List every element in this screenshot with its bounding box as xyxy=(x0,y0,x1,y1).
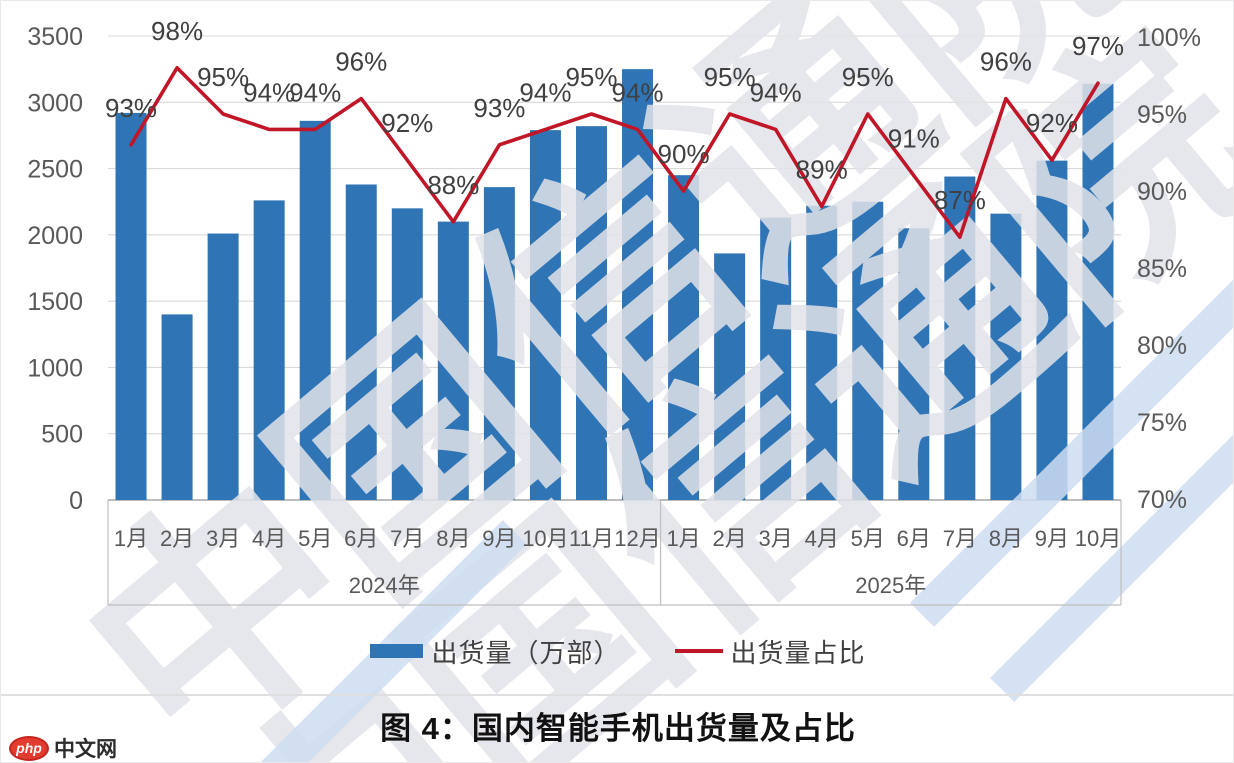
month-label: 12月 xyxy=(614,526,660,551)
left-axis-tick: 0 xyxy=(69,487,83,515)
data-label-92%: 92% xyxy=(381,108,433,138)
month-label: 9月 xyxy=(1035,526,1069,551)
legend-label-shipments: 出货量（万部） xyxy=(431,637,621,668)
month-label: 9月 xyxy=(482,526,516,551)
month-label: 8月 xyxy=(989,526,1023,551)
data-label-94%: 94% xyxy=(611,77,663,107)
month-label: 6月 xyxy=(897,526,931,551)
data-label-93%: 93% xyxy=(473,93,525,123)
left-axis-tick: 500 xyxy=(41,421,83,449)
left-axis-tick: 2500 xyxy=(27,156,83,184)
data-label-92%: 92% xyxy=(1026,108,1078,138)
bar-4月 xyxy=(253,200,285,501)
month-label: 1月 xyxy=(666,526,700,551)
legend-item-share: 出货量占比 xyxy=(674,633,866,670)
bar-1月 xyxy=(668,175,700,500)
data-label-97%: 97% xyxy=(1072,31,1124,61)
legend-item-shipments: 出货量（万部） xyxy=(370,633,620,670)
data-label-95%: 95% xyxy=(197,62,249,92)
left-axis-tick: 2000 xyxy=(27,222,83,250)
month-label: 3月 xyxy=(759,526,793,551)
month-label: 10月 xyxy=(1075,526,1121,551)
data-label-88%: 88% xyxy=(427,170,479,200)
right-axis-tick: 85% xyxy=(1137,255,1187,283)
right-axis-tick: 100% xyxy=(1137,24,1201,52)
bar-2月 xyxy=(714,253,746,500)
data-label-98%: 98% xyxy=(151,16,203,46)
month-label: 4月 xyxy=(805,526,839,551)
bar-6月 xyxy=(898,228,930,500)
watermark-stripe xyxy=(990,310,1233,702)
month-label: 5月 xyxy=(298,526,332,551)
data-label-87%: 87% xyxy=(934,185,986,215)
month-label: 3月 xyxy=(206,526,240,551)
right-axis-tick: 80% xyxy=(1137,332,1187,360)
data-label-95%: 95% xyxy=(842,62,894,92)
data-label-94%: 94% xyxy=(243,77,295,107)
bar-5月 xyxy=(299,120,331,501)
right-axis-tick: 95% xyxy=(1137,101,1187,129)
line-series-swatch-icon xyxy=(674,649,723,653)
data-label-91%: 91% xyxy=(888,124,940,154)
data-label-94%: 94% xyxy=(289,77,341,107)
watermark-stripe xyxy=(910,235,1233,627)
left-axis-tick: 1500 xyxy=(27,288,83,316)
month-label: 10月 xyxy=(522,526,568,551)
data-label-90%: 90% xyxy=(658,139,710,169)
data-label-96%: 96% xyxy=(335,47,387,77)
chart-legend: 出货量（万部） 出货量占比 xyxy=(1,633,1233,670)
month-label: 1月 xyxy=(114,526,148,551)
left-axis-tick: 3500 xyxy=(27,23,83,51)
bar-11月 xyxy=(575,126,607,501)
bar-3月 xyxy=(760,217,792,500)
month-label: 4月 xyxy=(252,526,286,551)
chart-title: 图 4：国内智能手机出货量及占比 xyxy=(380,711,856,746)
data-label-95%: 95% xyxy=(704,62,756,92)
year-label: 2024年 xyxy=(349,573,420,598)
bar-9月 xyxy=(1036,160,1068,501)
month-label: 6月 xyxy=(344,526,378,551)
bar-7月 xyxy=(391,208,423,501)
data-label-94%: 94% xyxy=(750,77,802,107)
left-axis-tick: 3000 xyxy=(27,89,83,117)
month-label: 7月 xyxy=(943,526,977,551)
title-divider xyxy=(1,694,1233,696)
month-label: 2月 xyxy=(712,526,746,551)
bar-5月 xyxy=(852,201,884,500)
legend-label-share: 出货量占比 xyxy=(730,637,866,668)
bar-4月 xyxy=(806,205,838,501)
month-label: 7月 xyxy=(390,526,424,551)
data-label-96%: 96% xyxy=(980,47,1032,77)
bar-1月 xyxy=(115,112,147,501)
php-logo-icon: php xyxy=(9,735,49,761)
site-logo-text: 中文网 xyxy=(54,738,117,761)
bar-3月 xyxy=(207,233,239,500)
site-logo: php 中文网 xyxy=(9,733,117,762)
right-axis-tick: 90% xyxy=(1137,178,1187,206)
bar-10月 xyxy=(529,130,561,500)
year-label: 2025年 xyxy=(855,573,926,598)
data-label-89%: 89% xyxy=(796,154,848,184)
bar-6月 xyxy=(345,184,377,501)
right-axis-tick: 70% xyxy=(1137,486,1187,514)
left-axis-tick: 1000 xyxy=(27,354,83,382)
bar-2月 xyxy=(161,314,193,500)
data-label-93%: 93% xyxy=(105,93,157,123)
bar-8月 xyxy=(990,213,1022,500)
share-line xyxy=(129,66,1100,239)
watermark-stripe xyxy=(135,520,527,762)
bar-9月 xyxy=(483,187,515,501)
month-label: 2月 xyxy=(160,526,194,551)
bar-8月 xyxy=(437,221,469,500)
month-label: 11月 xyxy=(569,526,614,551)
data-label-95%: 95% xyxy=(565,62,617,92)
month-label: 5月 xyxy=(851,526,885,551)
bar-series-swatch-icon xyxy=(370,644,424,658)
data-label-94%: 94% xyxy=(519,77,571,107)
bar-7月 xyxy=(944,176,976,501)
right-axis-tick: 75% xyxy=(1137,409,1187,437)
month-label: 8月 xyxy=(436,526,470,551)
